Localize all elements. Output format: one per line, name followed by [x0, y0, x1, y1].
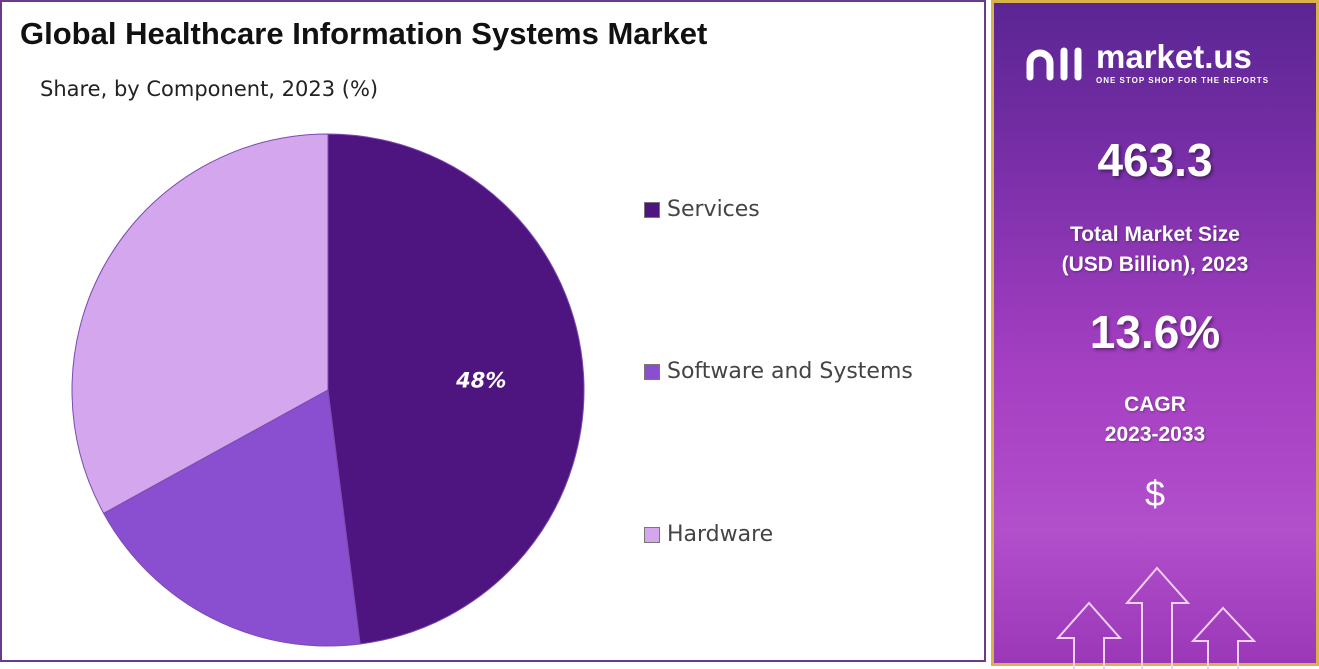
- cagr-label-1: CAGR: [1124, 393, 1186, 416]
- market-size-label-1: Total Market Size: [1070, 223, 1240, 246]
- legend-item-software: Software and Systems: [644, 359, 913, 384]
- pie-chart: 48%: [71, 133, 585, 647]
- chart-title: Global Healthcare Information Systems Ma…: [20, 16, 708, 51]
- legend-swatch: [644, 526, 660, 543]
- summary-panel: market.us ONE STOP SHOP FOR THE REPORTS …: [991, 0, 1319, 669]
- cagr-value: 13.6%: [1089, 306, 1221, 358]
- brand-tagline: ONE STOP SHOP FOR THE REPORTS: [1096, 76, 1270, 85]
- chart-subtitle: Share, by Component, 2023 (%): [40, 77, 379, 101]
- pie-slice-software-and-systems: [102, 389, 361, 647]
- legend-item-hardware: Hardware: [644, 522, 773, 547]
- chart-panel: Global Healthcare Information Systems Ma…: [0, 0, 986, 662]
- market-size-label-2: (USD Billion), 2023: [1061, 253, 1249, 276]
- market-us-logo-icon: [1026, 47, 1082, 81]
- cagr-label-2: 2023-2033: [1104, 423, 1206, 446]
- legend-label: Services: [667, 197, 760, 222]
- legend-swatch: [644, 363, 660, 380]
- legend-item-services: Services: [644, 197, 760, 222]
- legend-label: Hardware: [667, 522, 774, 547]
- pie-slice-services: [327, 133, 585, 645]
- dollar-icon: $: [1144, 473, 1166, 514]
- up-arrows-icon: [1055, 566, 1257, 669]
- brand-name: market.us: [1096, 38, 1252, 75]
- market-size-value: 463.3: [1097, 134, 1213, 186]
- legend-swatch: [644, 201, 660, 218]
- legend-label: Software and Systems: [667, 359, 913, 384]
- data-label: 48%: [455, 368, 506, 392]
- pie-slice-hardware: [71, 133, 329, 515]
- brand-logo: market.us ONE STOP SHOP FOR THE REPORTS: [1024, 39, 1269, 87]
